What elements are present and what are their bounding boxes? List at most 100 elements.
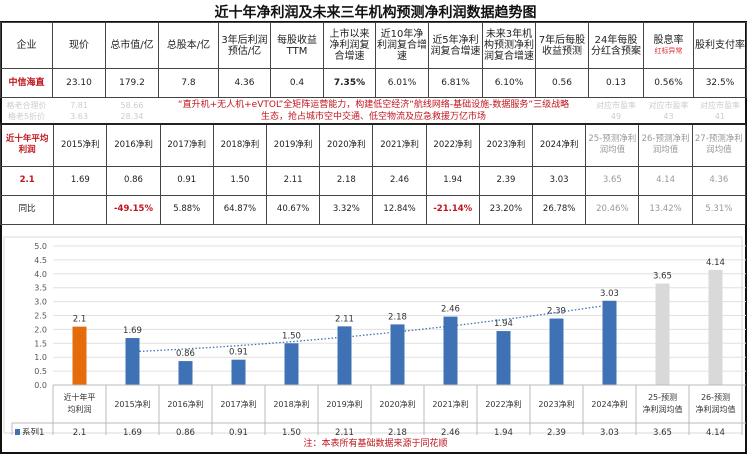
value-cell: 6.10% (482, 68, 536, 98)
profit-value: 1.94 (425, 165, 480, 196)
company-name: 中信海直 (0, 68, 53, 98)
value-cell: 7.8 (158, 68, 219, 98)
profit-value: 4.14 (638, 165, 693, 196)
yoy-value: 3.32% (319, 194, 374, 225)
year-header: 25-预测净利润均值 (585, 123, 640, 167)
header-cell: 7年后每股收益预测 (535, 22, 589, 69)
category-label: 25-预测净利润均值 (643, 392, 683, 414)
year-header: 2024净利 (532, 123, 587, 167)
header-cell: 每股收益TTM (270, 22, 324, 69)
data-label: 0.86 (176, 349, 195, 359)
source-note: 注：本表所有基础数据来源于同花顺 (303, 439, 448, 449)
data-label: 2.46 (441, 305, 460, 315)
yoy-value: 13.42% (638, 194, 693, 225)
year-header: 2021净利 (372, 123, 427, 167)
bar (708, 269, 723, 385)
y-tick-label: 4.5 (34, 256, 47, 265)
profit-value: 3.03 (532, 165, 587, 196)
bar (602, 300, 617, 385)
data-label: 1.69 (123, 326, 142, 336)
profit-value: 2.18 (319, 165, 374, 196)
avg-profit-label: 近十年平均利润 (0, 123, 55, 167)
bar (549, 318, 564, 385)
year-header: 2023净利 (478, 123, 534, 167)
yoy-label: 同比 (0, 194, 55, 225)
table-value: 4.14 (706, 428, 725, 435)
profit-value: 0.86 (106, 165, 161, 196)
table-value: 2.18 (388, 428, 407, 435)
profit-value: 4.36 (691, 165, 747, 196)
y-tick-label: 2.0 (34, 325, 47, 334)
category-label: 2023净利 (538, 399, 574, 409)
category-label: 2022净利 (485, 399, 521, 409)
profit-value: 2.11 (266, 165, 321, 196)
yoy-value: 26.78% (532, 194, 587, 225)
y-tick-label: 3.5 (34, 284, 47, 293)
category-label: 2021净利 (432, 399, 468, 409)
bar (337, 326, 352, 385)
pe-cell: 对应市盈率 41 (700, 100, 740, 121)
year-header: 26-预测净利润均值 (638, 123, 693, 167)
header-cell: 总市值/亿 (105, 22, 159, 69)
category-label: 2018净利 (273, 399, 309, 409)
category-label: 26-预测净利润均值 (696, 392, 736, 414)
year-header: 2020净利 (319, 123, 374, 167)
yoy-value: -21.14% (425, 194, 480, 225)
table-value: 3.65 (653, 428, 672, 435)
category-label: 2024净利 (591, 399, 627, 409)
data-label: 2.11 (335, 314, 354, 324)
header-cell: 企业 (0, 22, 53, 69)
yoy-value: -49.15% (106, 194, 161, 225)
header-cell: 现价 (52, 22, 106, 69)
value-cell: 179.2 (105, 68, 159, 98)
page-title: 近十年净利润及未来三年机构预测净利润数据趋势图 (214, 5, 537, 21)
year-header: 2017净利 (159, 123, 214, 167)
yoy-value: 12.84% (372, 194, 427, 225)
table-value: 1.94 (494, 428, 513, 435)
header-cell: 近5年净利润复合增速 (428, 22, 483, 69)
data-label: 1.94 (494, 319, 513, 329)
strategy-slogan: “直升机+无人机+eVTOL”全矩阵运营能力，构建低空经济“航线网络-基础设施-… (177, 99, 570, 122)
trendline (132, 304, 610, 353)
profit-value: 1.50 (212, 165, 268, 196)
faint-label: 格老合理价 格老5折价 (6, 100, 47, 121)
value-cell: 0.13 (588, 68, 644, 98)
dividend-warning: 红标异常 (654, 46, 683, 55)
value-cell: 0.4 (270, 68, 324, 98)
header-label: 股息率 (653, 34, 684, 46)
data-label: 0.91 (229, 348, 248, 358)
category-label: 2016净利 (167, 399, 203, 409)
series-name: 系列1 (22, 427, 44, 435)
year-header: 2022净利 (425, 123, 480, 167)
header-cell: 近10年净利润复合增速 (375, 22, 429, 69)
profit-value: 2.46 (372, 165, 427, 196)
y-tick-label: 1.5 (34, 339, 47, 348)
value-cell: 0.56% (643, 68, 694, 98)
yoy-value: 20.46% (585, 194, 640, 225)
table-value: 0.86 (176, 428, 195, 435)
category-label: 近十年平均利润 (64, 392, 96, 414)
table-value: 2.46 (441, 428, 460, 435)
table-value: 1.69 (123, 428, 142, 435)
profit-value: 0.91 (159, 165, 214, 196)
table-value: 1.50 (282, 428, 301, 435)
value-cell: 7.35% (323, 68, 376, 98)
y-tick-label: 4.0 (34, 270, 47, 279)
bar (284, 343, 299, 385)
profit-bar-chart: 0.0 0.5 1.0 1.5 2.0 2.5 3.0 3.5 4.0 4.5 5.0 2.1 1.69… (3, 236, 746, 435)
value-cell: 4.36 (218, 68, 271, 98)
header-cell: 未来3年机构预测净利润复合增速 (482, 22, 536, 69)
bar (178, 361, 193, 385)
header-cell: 股利支付率 (693, 22, 747, 69)
bar (125, 338, 140, 385)
value-cell: 23.10 (52, 68, 106, 98)
faint-value: 7.81 3.63 (70, 100, 88, 121)
category-label: 2020净利 (379, 399, 415, 409)
header-cell: 总股本/亿 (158, 22, 219, 69)
yoy-value (53, 194, 108, 225)
data-label: 2.39 (547, 307, 566, 317)
pe-cell: 对应市盈率 49 (596, 100, 636, 121)
category-label: 2015净利 (114, 399, 150, 409)
header-cell: 3年后利润预估/亿 (218, 22, 271, 69)
table-value: 2.11 (335, 428, 354, 435)
